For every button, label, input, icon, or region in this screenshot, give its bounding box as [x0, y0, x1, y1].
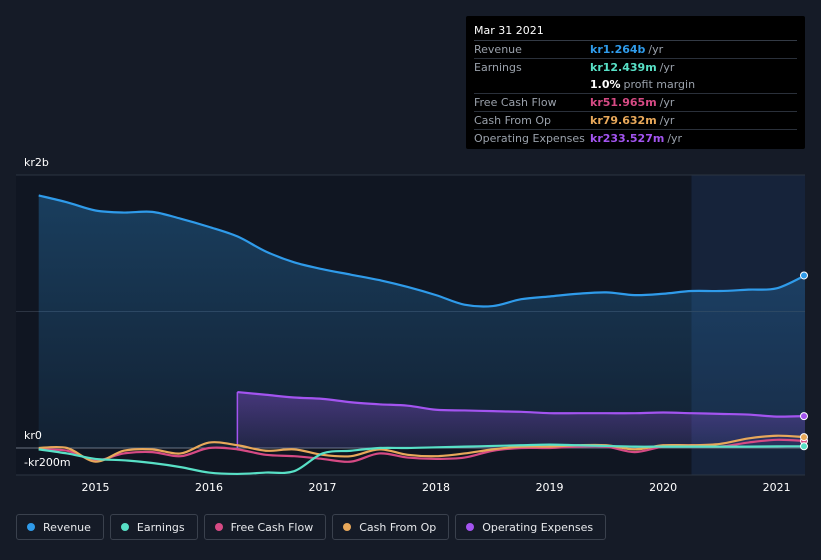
tooltip-row: Cash From Op kr79.632m/yr [474, 112, 797, 130]
tooltip-row-label: Earnings [474, 61, 522, 74]
x-axis-labels: 2015 2016 2017 2018 2019 2020 2021 [81, 481, 790, 494]
tooltip-row-unit: /yr [667, 132, 683, 145]
legend-label: Operating Expenses [482, 520, 594, 534]
area-fills [38, 195, 806, 448]
operating-expenses-area [237, 392, 806, 448]
tooltip-date: Mar 31 2021 [474, 22, 797, 41]
revenue-area [38, 195, 806, 448]
y-tick-label: -kr200m [24, 456, 71, 469]
legend-dot-icon [466, 523, 475, 531]
legend-item-free-cash-flow[interactable]: Free Cash Flow [203, 514, 327, 540]
tooltip-row: Free Cash Flow kr51.965m/yr [474, 94, 797, 112]
y-tick-label: kr0 [24, 429, 42, 442]
legend-label: Cash From Op [359, 520, 437, 534]
tooltip-row-unit: profit margin [623, 78, 696, 91]
x-tick-label: 2018 [422, 481, 450, 494]
legend: Revenue Earnings Free Cash Flow Cash From O… [16, 514, 607, 540]
tooltip-panel: Mar 31 2021 Revenue kr1.264b/yr Earnings kr… [466, 16, 805, 149]
revenue-line [38, 194, 806, 308]
tooltip-row-value: 1.0% [590, 78, 621, 91]
x-tick-label: 2015 [81, 481, 109, 494]
x-tick-label: 2016 [195, 481, 223, 494]
x-tick-label: 2017 [309, 481, 337, 494]
tooltip-row-value: kr12.439m [590, 61, 657, 74]
legend-item-revenue[interactable]: Revenue [16, 514, 104, 540]
series-lines [38, 194, 806, 476]
tooltip-row-label: Cash From Op [474, 114, 552, 127]
cash-from-op-line [38, 434, 806, 463]
tooltip-row: Earnings kr12.439m/yr [474, 59, 797, 76]
x-tick-label: 2021 [763, 481, 791, 494]
legend-dot-icon [343, 523, 352, 531]
tooltip-row-label: Free Cash Flow [474, 96, 557, 109]
earnings-line [38, 443, 806, 476]
tooltip-row-value: kr1.264b [590, 43, 646, 56]
legend-item-earnings[interactable]: Earnings [109, 514, 198, 540]
operating-expenses-end-marker [800, 412, 808, 421]
tooltip-row-unit: /yr [659, 114, 675, 127]
operating-expenses-line [237, 390, 806, 418]
tooltip-row-label: Revenue [474, 43, 522, 56]
legend-dot-icon [120, 523, 129, 531]
tooltip-row-unit: /yr [648, 43, 664, 56]
cash-from-op-end-marker [800, 433, 808, 442]
tooltip-row-value: kr233.527m [590, 132, 665, 145]
tooltip-row-value: kr51.965m [590, 96, 657, 109]
tooltip-row-unit: /yr [659, 96, 675, 109]
legend-label: Revenue [43, 520, 91, 534]
tooltip-row-unit: /yr [659, 61, 675, 74]
tooltip-row: Operating Expenses kr233.527m/yr [474, 130, 797, 147]
legend-label: Free Cash Flow [230, 520, 314, 534]
earnings-end-marker [800, 442, 808, 451]
x-tick-label: 2020 [649, 481, 677, 494]
end-markers [800, 271, 808, 451]
legend-item-operating-expenses[interactable]: Operating Expenses [455, 514, 607, 540]
tooltip-row-label: Operating Expenses [474, 132, 585, 145]
tooltip-row: 1.0% profit margin [474, 76, 797, 94]
revenue-end-marker [800, 271, 808, 280]
tooltip-row-value: kr79.632m [590, 114, 657, 127]
legend-item-cash-from-op[interactable]: Cash From Op [332, 514, 450, 540]
legend-label: Earnings [136, 520, 185, 534]
legend-dot-icon [27, 523, 35, 531]
tooltip-row-label [474, 76, 590, 93]
y-axis-labels: kr2b kr0 -kr200m [24, 156, 71, 469]
y-tick-label: kr2b [24, 156, 49, 169]
tooltip-row: Revenue kr1.264b/yr [474, 41, 797, 59]
legend-dot-icon [214, 523, 223, 531]
x-tick-label: 2019 [536, 481, 564, 494]
